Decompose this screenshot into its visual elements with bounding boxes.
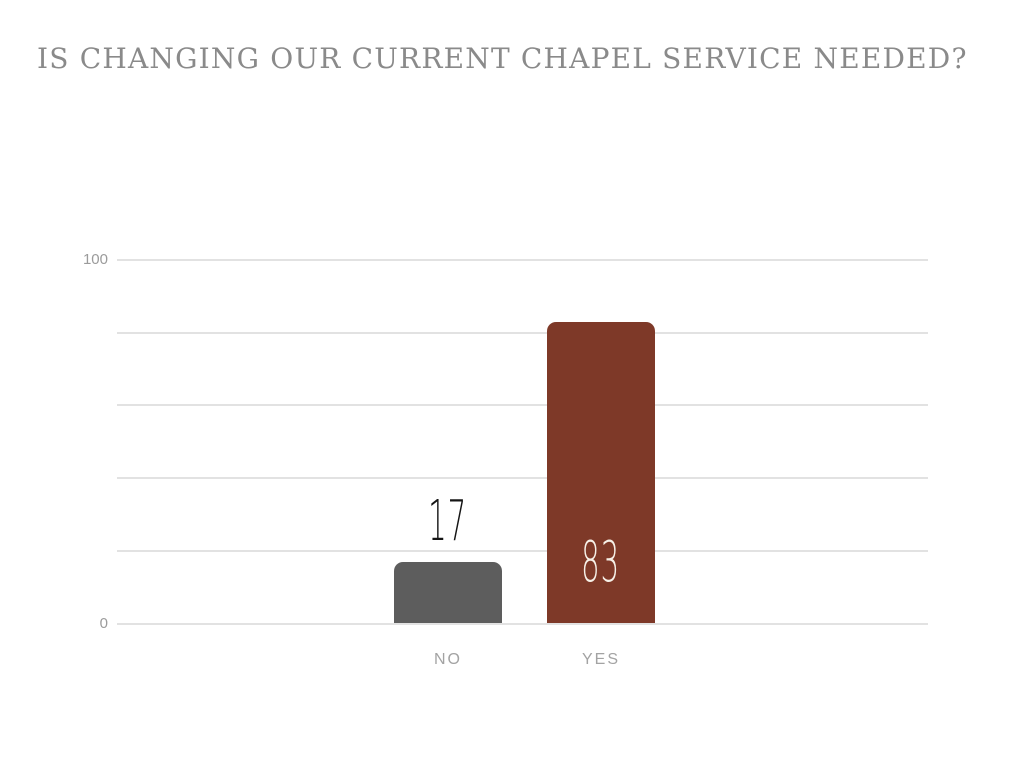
bar-value-label-no: 17 xyxy=(378,488,518,554)
bar-no xyxy=(394,561,502,624)
bar-yes xyxy=(547,321,655,624)
gridline-y-20 xyxy=(117,549,928,552)
x-axis-category-label-yes: YES xyxy=(581,651,620,668)
bar-value-text: 17 xyxy=(428,488,468,554)
chart-title: IS CHANGING OUR CURRENT CHAPEL SERVICE N… xyxy=(37,42,968,75)
gridline-y-0 xyxy=(117,622,928,625)
gridline-y-100 xyxy=(117,259,928,261)
gridline-y-40 xyxy=(117,477,928,480)
y-axis-tick-label-100: 100 xyxy=(82,251,108,268)
gridline-y-80 xyxy=(117,331,928,334)
bar-value-label-yes: 83 xyxy=(531,529,671,595)
bar-value-text: 83 xyxy=(581,529,621,595)
y-axis-tick-label-0: 0 xyxy=(99,614,108,632)
x-axis-category-label-no: NO xyxy=(434,651,462,668)
gridline-y-60 xyxy=(117,404,928,407)
